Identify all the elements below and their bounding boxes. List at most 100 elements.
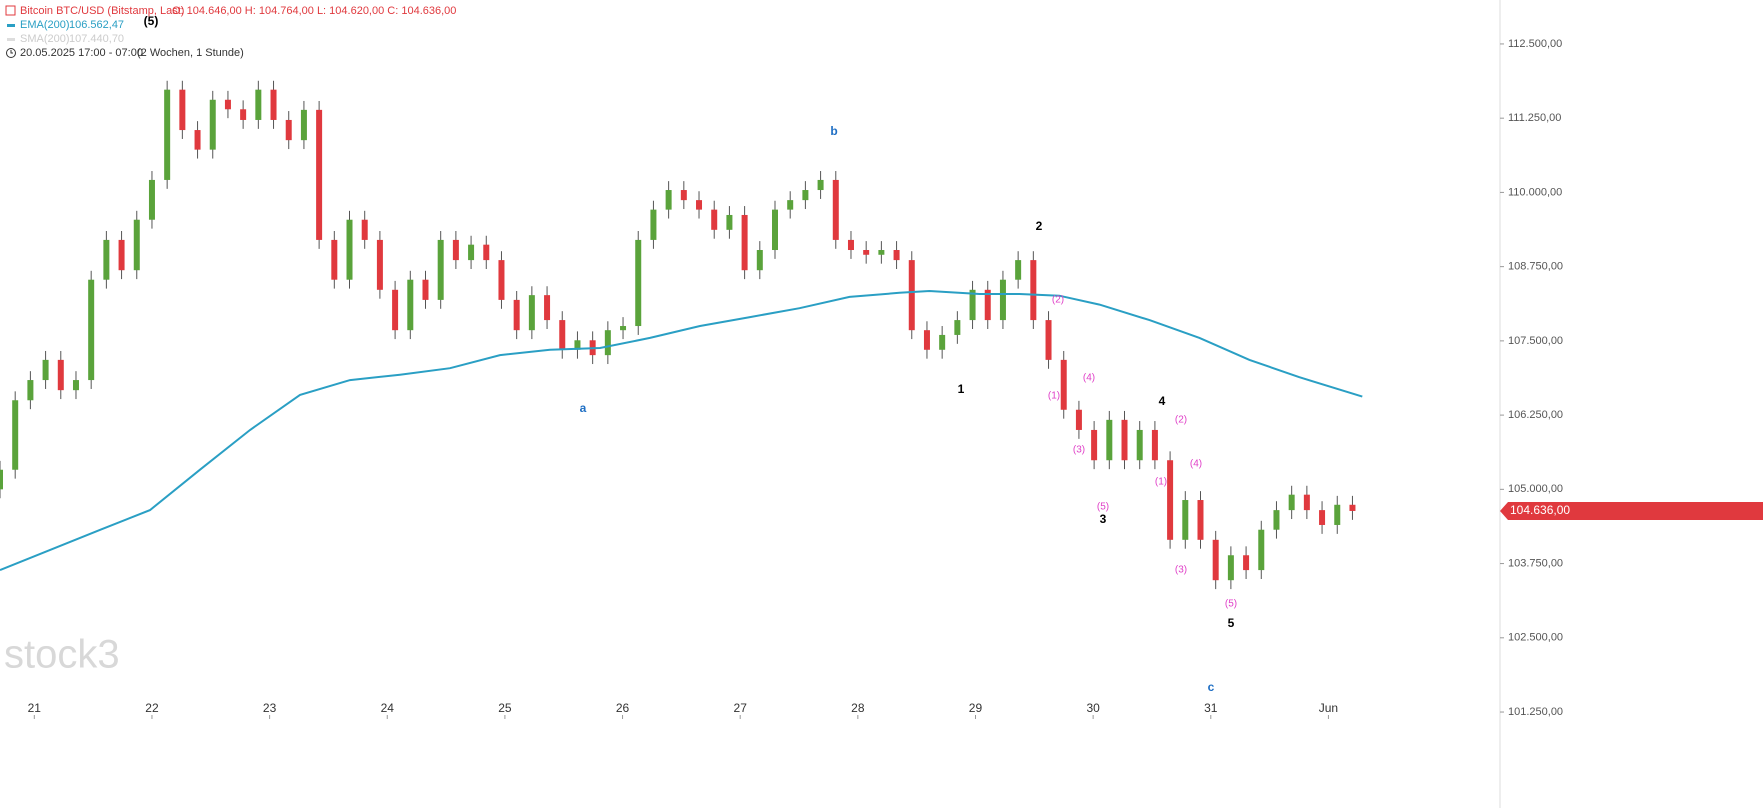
x-tick-label: 25 <box>498 701 512 715</box>
y-tick-label: 102.500,00 <box>1508 632 1563 644</box>
candle-body <box>650 209 657 240</box>
candle-body <box>392 289 399 331</box>
wave-label: 1 <box>958 382 965 396</box>
wave-label: (5) <box>144 14 159 28</box>
x-tick-label: 21 <box>28 701 42 715</box>
candle-body <box>999 279 1006 321</box>
y-tick-label: 101.250,00 <box>1508 706 1563 718</box>
candles <box>0 80 1356 590</box>
ema-line <box>0 289 1363 572</box>
candle-body <box>1015 260 1022 280</box>
candle-body <box>528 295 535 331</box>
candle-body <box>1212 539 1219 581</box>
candle-body <box>1258 529 1265 571</box>
wave-label: a <box>580 401 587 415</box>
candle-body <box>407 279 414 331</box>
candle-body <box>194 130 201 150</box>
legend-value: 107.440,70 <box>69 33 124 45</box>
candle-body <box>483 244 490 261</box>
candle-body <box>969 289 976 321</box>
candle-body <box>878 250 885 255</box>
candle-body <box>452 239 459 261</box>
wave-label: (2) <box>1052 295 1064 306</box>
candle-body <box>1136 429 1143 461</box>
candle-body <box>984 289 991 321</box>
candle-body <box>1151 429 1158 461</box>
y-tick-label: 105.000,00 <box>1508 483 1563 495</box>
candle-body <box>88 279 95 381</box>
wave-label: b <box>830 124 837 138</box>
candle-body <box>756 250 763 271</box>
candle-body <box>908 260 915 331</box>
last-price-tag <box>1500 501 1763 520</box>
candle-body <box>498 260 505 300</box>
candle-body <box>1075 409 1082 430</box>
candle-body <box>1060 359 1067 410</box>
x-tick-label: Jun <box>1319 701 1338 715</box>
candle-body <box>103 239 110 280</box>
candle-body <box>726 214 733 230</box>
candle-body <box>346 219 353 280</box>
candle-body <box>27 380 34 401</box>
candle-body <box>316 109 323 240</box>
candle-body <box>680 190 687 201</box>
legend-label: EMA(200) <box>20 19 70 31</box>
candle-body <box>513 299 520 331</box>
candle-body <box>893 250 900 261</box>
candle-body <box>1288 494 1295 511</box>
candle-body <box>1227 555 1234 581</box>
period-note: (2 Wochen, 1 Stunde) <box>137 47 244 59</box>
x-tick-label: 29 <box>969 701 983 715</box>
candle-body <box>1334 504 1341 525</box>
candle-body <box>604 330 611 356</box>
legend-swatch <box>7 24 15 27</box>
candle-body <box>741 214 748 271</box>
candle-body <box>772 209 778 251</box>
candle-body <box>574 340 581 350</box>
candle-body <box>361 219 368 240</box>
wave-label: (3) <box>1175 565 1187 576</box>
candle-body <box>376 239 383 290</box>
x-tick-label: 26 <box>616 701 630 715</box>
y-tick-label: 108.750,00 <box>1508 261 1563 273</box>
candle-body <box>1121 419 1128 461</box>
header: Bitcoin BTC/USD (Bitstamp, Last) O: 104.… <box>5 5 456 59</box>
y-tick-label: 107.500,00 <box>1508 335 1563 347</box>
candle-body <box>696 200 703 210</box>
candle-body <box>42 359 49 381</box>
x-tick-label: 23 <box>263 701 277 715</box>
y-tick-label: 103.750,00 <box>1508 557 1563 569</box>
wave-label: (5) <box>1097 502 1109 513</box>
candle-body <box>711 209 718 230</box>
candle-body <box>1106 419 1113 461</box>
candle-body <box>255 89 262 120</box>
legend-value: 106.562,47 <box>69 19 124 31</box>
candle-body <box>0 469 3 490</box>
candle-body <box>544 295 551 321</box>
candle-body <box>787 200 794 210</box>
candle-body <box>1319 510 1326 525</box>
title: Bitcoin BTC/USD (Bitstamp, Last) <box>20 5 184 17</box>
candle-body <box>635 239 642 327</box>
candle-body <box>1091 429 1098 461</box>
wave-label: (1) <box>1048 391 1060 402</box>
candle-body <box>847 239 854 251</box>
candle-body <box>422 279 429 300</box>
wave-label: c <box>1208 680 1215 694</box>
watermark: stock3 <box>4 633 120 677</box>
candle-body <box>1030 260 1037 321</box>
clock-hands <box>10 50 13 54</box>
candle-body <box>1303 494 1310 511</box>
candle-body <box>1182 500 1189 540</box>
wave-label: 4 <box>1159 394 1166 408</box>
candle-body <box>437 239 444 300</box>
candle-body <box>148 179 155 220</box>
wave-label: (4) <box>1083 373 1095 384</box>
candle-body <box>1243 555 1250 571</box>
candle-body <box>923 330 930 350</box>
clock-icon <box>6 48 16 58</box>
candle-body <box>832 179 839 240</box>
candle-body <box>240 109 247 120</box>
wave-label: (2) <box>1175 415 1187 426</box>
